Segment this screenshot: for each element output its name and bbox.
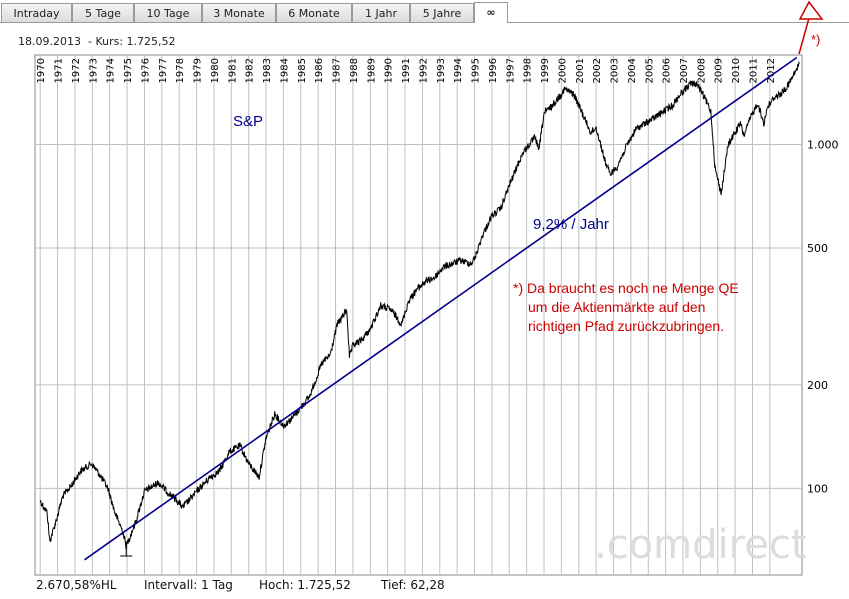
x-tick-label: 1989 [366,58,377,83]
tab-5-jahre[interactable]: 5 Jahre [410,3,474,22]
y-tick-label: 1.000 [807,138,839,151]
quote-header: 18.09.2013 - Kurs: 1.725,52 [18,35,176,48]
trend-label: 9,2% / Jahr [533,216,609,233]
x-tick-label: 1994 [453,58,464,83]
chart-title: S&P [233,113,263,130]
y-tick-label: 500 [807,242,828,255]
x-tick-label: 2000 [557,58,568,83]
x-tick-label: 1978 [175,58,186,83]
tab-10-tage[interactable]: 10 Tage [134,3,202,22]
price-line [39,60,800,550]
x-tick-label: 1982 [245,58,256,83]
x-tick-label: 2004 [627,58,638,83]
footer-change: 2.670,58%HL [36,578,117,592]
x-tick-label: 1992 [418,58,429,83]
y-axis-labels: 100 200 500 1.000 [807,138,839,495]
x-tick-label: 1972 [71,58,82,83]
arrow-head [798,0,824,20]
footer-high: Hoch: 1.725,52 [259,578,351,592]
arrow-shaft [798,17,810,55]
annotation-arrow [798,0,824,55]
x-tick-label: 1997 [505,58,516,83]
grid-lines [35,55,802,575]
x-tick-label: 1979 [193,58,204,83]
low-marker [120,546,133,557]
x-tick-label: 1990 [384,58,395,83]
x-tick-label: 2006 [662,58,673,83]
quote-date: 18.09.2013 [18,35,81,48]
x-tick-label: 2005 [644,58,655,83]
x-axis-labels: 1970 1971 1972 1973 1974 1975 1976 1977 1978 1979… [36,58,777,83]
x-tick-label: 2007 [679,58,690,83]
x-tick-label: 1977 [158,58,169,83]
x-tick-label: 2001 [575,58,586,83]
plot-area [34,54,803,576]
x-tick-label: 1995 [471,58,482,83]
tab-1-jahr[interactable]: 1 Jahr [352,3,410,22]
x-tick-label: 1999 [540,58,551,83]
x-tick-label: 1991 [401,58,412,83]
x-tick-label: 2008 [696,58,707,83]
x-tick-label: 1983 [262,58,273,83]
tab-6-monate[interactable]: 6 Monate [276,3,352,22]
annotation-line-2: um die Aktienmärkte auf den [528,299,705,315]
annotation-line-3: richtigen Pfad zurückzubringen. [528,318,724,334]
footer-interval: Intervall: 1 Tag [144,578,233,592]
tab-intraday[interactable]: Intraday [1,3,72,22]
watermark-text: .comdirect [594,522,807,568]
tab-max[interactable]: ∞ [474,2,508,23]
x-tick-label: 1980 [210,58,221,83]
x-tick-label: 1975 [123,58,134,83]
x-tick-label: 1981 [227,58,238,83]
x-tick-label: 2002 [592,58,603,83]
timeframe-tabs: Intraday 5 Tage 10 Tage 3 Monate 6 Monat… [0,0,849,24]
x-tick-label: 2010 [731,58,742,83]
x-tick-label: 1971 [54,58,65,83]
tab-3-monate[interactable]: 3 Monate [202,3,276,22]
x-tick-label: 2003 [610,58,621,83]
x-tick-label: 2011 [748,58,759,83]
x-tick-label: 2009 [714,58,725,83]
x-tick-label: 1996 [488,58,499,83]
x-tick-label: 1976 [140,58,151,83]
footer-low: Tief: 62,28 [381,578,445,592]
annotation-marker: *) [811,32,820,47]
tab-5-tage[interactable]: 5 Tage [72,3,134,22]
x-tick-label: 1984 [279,58,290,83]
annotation-line-1: *) Da braucht es noch ne Menge QE [513,280,739,296]
x-tick-label: 1987 [332,58,343,83]
quote-price: - Kurs: 1.725,52 [87,35,176,48]
trend-line [84,56,798,561]
x-tick-label: 1986 [314,58,325,83]
y-tick-label: 100 [807,482,828,495]
y-tick-label: 200 [807,379,828,392]
x-tick-label: 1974 [106,58,117,83]
x-tick-label: 1985 [297,58,308,83]
x-tick-label: 2012 [766,58,777,83]
tab-divider [0,22,849,23]
x-tick-label: 1998 [523,58,534,83]
x-tick-label: 1993 [436,58,447,83]
x-tick-label: 1988 [349,58,360,83]
x-tick-label: 1970 [36,58,47,83]
x-tick-label: 1973 [88,58,99,83]
